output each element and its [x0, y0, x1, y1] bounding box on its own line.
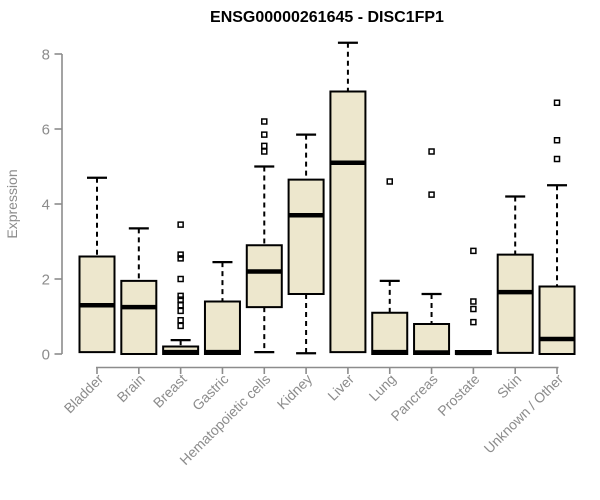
outlier-breast-8	[177, 317, 184, 324]
x-label-breast: Breast	[150, 371, 190, 411]
box-unknown-other	[538, 285, 576, 355]
y-tick-label-2: 2	[42, 272, 50, 289]
box-brain	[120, 279, 158, 355]
box-liver	[329, 90, 367, 354]
x-label-unknown-other: Unknown / Other	[481, 371, 567, 457]
box-hematopoietic-cells	[245, 244, 283, 309]
x-label-liver: Liver	[324, 371, 357, 404]
outlier-pancreas-0	[428, 148, 435, 155]
x-label-brain: Brain	[114, 371, 148, 405]
outlier-lung-0	[386, 178, 393, 185]
outlier-prostate-0	[470, 247, 477, 255]
x-label-skin: Skin	[494, 371, 525, 402]
outlier-breast-5	[177, 296, 184, 303]
outlier-pancreas-1	[428, 191, 435, 198]
outlier-unknown-other-1	[553, 137, 561, 144]
outlier-breast-4	[177, 292, 184, 300]
outlier-prostate-3	[470, 318, 477, 326]
outlier-breast-7	[177, 307, 184, 315]
outlier-breast-6	[177, 302, 184, 309]
outlier-hematopoietic-cells-1	[261, 131, 268, 138]
outlier-hematopoietic-cells-3	[261, 148, 268, 155]
outlier-unknown-other-0	[553, 99, 561, 106]
y-tick-label-4: 4	[42, 197, 50, 214]
box-pancreas	[413, 323, 451, 355]
y-tick-label-8: 8	[42, 47, 50, 64]
box-kidney	[287, 178, 325, 295]
outlier-hematopoietic-cells-0	[261, 118, 268, 125]
outlier-prostate-1	[470, 298, 477, 305]
x-label-lung: Lung	[366, 371, 399, 404]
box-gastric	[203, 300, 241, 355]
outlier-breast-0	[177, 221, 184, 228]
outlier-unknown-other-2	[553, 155, 561, 163]
outlier-hematopoietic-cells-2	[261, 142, 268, 150]
box-skin	[496, 253, 534, 354]
y-tick-label-6: 6	[42, 122, 50, 139]
outlier-breast-9	[177, 322, 184, 330]
y-axis-title: Expression	[4, 169, 20, 238]
outlier-breast-2	[177, 255, 184, 262]
x-label-prostate: Prostate	[434, 371, 482, 419]
box-lung	[371, 311, 409, 355]
x-label-kidney: Kidney	[274, 371, 316, 413]
x-label-bladder: Bladder	[61, 371, 107, 417]
outlier-prostate-2	[470, 305, 477, 313]
outlier-breast-1	[177, 251, 184, 258]
chart-title: ENSG00000261645 - DISC1FP1	[210, 9, 444, 26]
y-tick-label-0: 0	[42, 347, 50, 364]
outlier-breast-3	[177, 275, 184, 283]
